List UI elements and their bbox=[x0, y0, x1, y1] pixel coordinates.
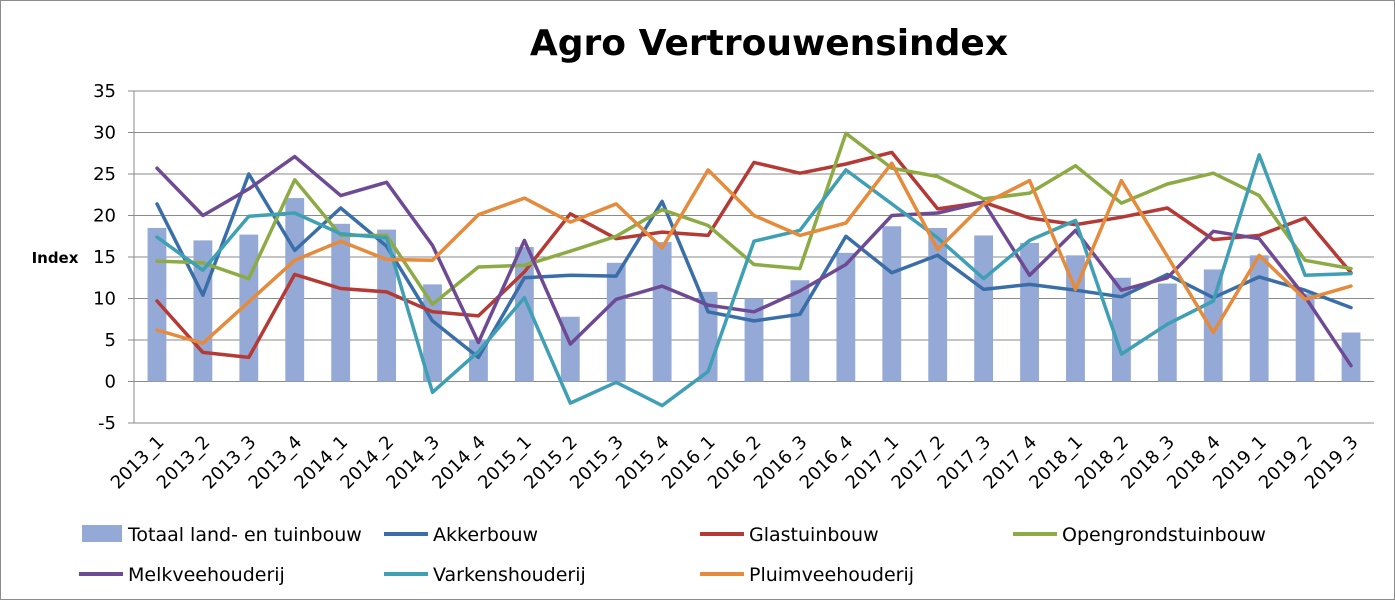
y-tick-label: -5 bbox=[98, 413, 116, 434]
bar bbox=[652, 242, 672, 382]
legend-label: Pluimveehouderij bbox=[749, 564, 914, 586]
line-series bbox=[155, 131, 1353, 408]
bar bbox=[514, 247, 534, 382]
bar bbox=[1203, 269, 1223, 382]
series-line bbox=[155, 154, 1353, 368]
bar bbox=[1111, 277, 1131, 382]
legend-swatch bbox=[82, 525, 122, 542]
bar bbox=[331, 223, 351, 382]
bar bbox=[836, 252, 856, 382]
bar bbox=[1341, 332, 1361, 382]
bar bbox=[377, 229, 397, 382]
y-tick-label: 25 bbox=[93, 164, 116, 185]
bar bbox=[974, 235, 994, 382]
legend-label: Opengrondstuinbouw bbox=[1062, 524, 1266, 546]
bar bbox=[882, 226, 902, 382]
legend-label: Melkveehouderij bbox=[128, 564, 285, 586]
x-axis-ticks: 2013_12013_22013_32013_42014_12014_22014… bbox=[107, 432, 1363, 494]
bar bbox=[606, 262, 626, 382]
y-tick-label: 5 bbox=[105, 330, 116, 351]
bar bbox=[928, 227, 948, 382]
legend-label: Akkerbouw bbox=[433, 524, 538, 546]
series-line bbox=[155, 153, 1353, 408]
bar bbox=[1295, 293, 1315, 382]
bar-series bbox=[147, 198, 1361, 382]
y-tick-label: 15 bbox=[93, 247, 116, 268]
series-line bbox=[155, 150, 1353, 360]
bar bbox=[1249, 255, 1269, 382]
series-line bbox=[155, 161, 1353, 346]
bar bbox=[147, 227, 167, 382]
legend-label: Totaal land- en tuinbouw bbox=[127, 524, 362, 546]
legend-label: Varkenshouderij bbox=[433, 564, 586, 586]
y-tick-label: 20 bbox=[93, 206, 116, 227]
y-tick-label: 30 bbox=[93, 123, 116, 144]
bar bbox=[1020, 242, 1039, 382]
bar bbox=[1066, 255, 1085, 382]
y-tick-label: 0 bbox=[105, 372, 116, 393]
bar bbox=[1157, 283, 1177, 382]
y-axis-ticks: -5 0 5 10 15 20 25 30 35 bbox=[93, 81, 116, 434]
legend-label: Glastuinbouw bbox=[749, 524, 879, 546]
legend: Totaal land- en tuinbouw Akkerbouw Glastui… bbox=[79, 524, 1266, 586]
chart-title: Agro Vertrouwensindex bbox=[530, 23, 1008, 64]
y-tick-label: 35 bbox=[93, 81, 116, 102]
y-tick-label: 10 bbox=[93, 289, 116, 310]
y-axis-title: Index bbox=[32, 249, 79, 267]
